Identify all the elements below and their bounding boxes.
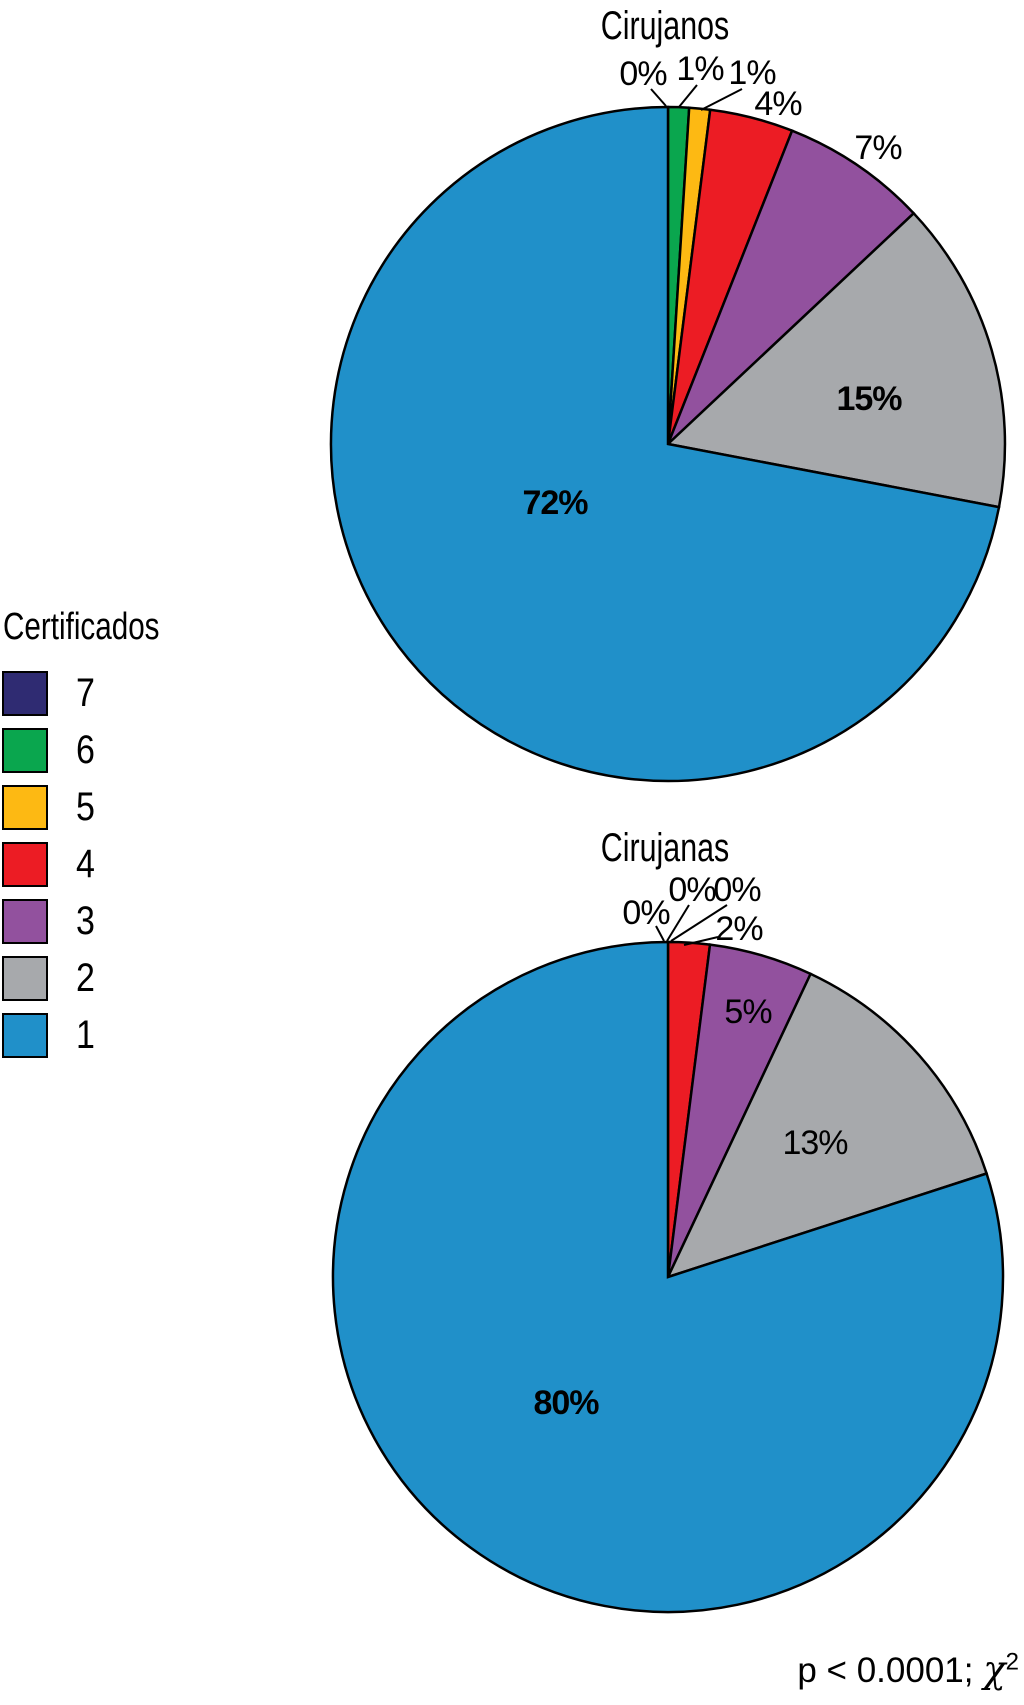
label-leader-line	[655, 925, 665, 942]
label-leader-line	[678, 84, 698, 108]
legend-title: Certificados	[3, 606, 160, 648]
legend-label-5: 5	[76, 785, 95, 829]
legend-label-4: 4	[76, 842, 95, 886]
slice-label-certificados-6: 1%	[676, 50, 724, 88]
legend-label-6: 6	[76, 728, 95, 772]
label-leader-line	[670, 904, 728, 942]
legend-item-6: 6	[2, 728, 98, 773]
chart-title-cirujanos: Cirujanos	[600, 4, 730, 48]
legend-swatch-4	[2, 842, 48, 887]
legend-label-1: 1	[76, 1013, 95, 1057]
pie-slice-certificados-1	[331, 940, 1005, 1614]
chi-exponent: 2	[1005, 1648, 1019, 1676]
slice-label-certificados-1: 72%	[522, 484, 588, 522]
slice-label-certificados-2: 15%	[836, 380, 902, 418]
slice-label-certificados-4: 4%	[754, 85, 802, 123]
legend-swatch-6	[2, 728, 48, 773]
legend-swatch-5	[2, 785, 48, 830]
p-value-text: p < 0.0001;	[797, 1651, 984, 1690]
pie-chart-cirujanas: 0%0%0%2%5%13%80%	[331, 871, 1005, 1614]
legend-label-7: 7	[76, 671, 95, 715]
legend-item-2: 2	[2, 956, 98, 1001]
slice-label-certificados-5: 1%	[728, 54, 776, 92]
slice-label-certificados-6: 0%	[668, 871, 716, 909]
slice-label-certificados-7: 0%	[622, 894, 670, 932]
pie-slice-certificados-2	[665, 211, 1007, 509]
pie-slice-certificados-1	[329, 105, 1001, 783]
legend-label-3: 3	[76, 899, 95, 943]
legend-swatch-3	[2, 899, 48, 944]
label-leader-line	[666, 904, 690, 942]
chi-symbol: χ	[983, 1648, 1006, 1691]
slice-label-certificados-3: 7%	[854, 129, 902, 167]
slice-label-certificados-5: 0%	[713, 871, 761, 909]
legend-label-2: 2	[76, 956, 95, 1000]
slice-label-certificados-3: 5%	[724, 993, 772, 1031]
slice-label-certificados-2: 13%	[782, 1124, 848, 1162]
legend-item-1: 1	[2, 1013, 98, 1058]
slice-label-certificados-1: 80%	[533, 1384, 599, 1422]
chart-title-cirujanas: Cirujanas	[600, 826, 730, 870]
legend-item-5: 5	[2, 785, 98, 830]
pie-slice-certificados-3	[666, 129, 916, 445]
stat-annotation: p < 0.0001; χ2	[797, 1648, 1019, 1691]
label-leader-line	[700, 88, 743, 111]
legend: 7 6 5 4 3 2 1	[2, 671, 98, 1070]
legend-item-7: 7	[2, 671, 98, 716]
label-leader-line	[650, 88, 667, 107]
pie-chart-cirujanos: 0% 1% 1%4%7%15%72%	[329, 50, 1007, 783]
legend-swatch-7	[2, 671, 48, 716]
legend-item-4: 4	[2, 842, 98, 887]
pie-slice-certificados-2	[665, 972, 989, 1280]
legend-swatch-2	[2, 956, 48, 1001]
label-leader-line	[683, 936, 719, 946]
slice-label-certificados-4: 2%	[715, 910, 763, 948]
slice-label-certificados-7: 0%	[619, 55, 667, 93]
legend-item-3: 3	[2, 899, 98, 944]
legend-swatch-1	[2, 1013, 48, 1058]
